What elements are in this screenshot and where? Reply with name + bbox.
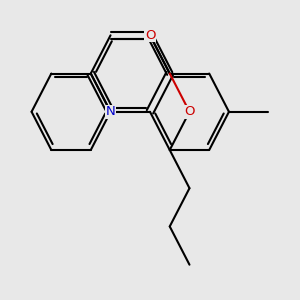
Text: O: O <box>184 105 195 118</box>
Text: O: O <box>145 29 155 42</box>
Text: N: N <box>106 105 116 118</box>
